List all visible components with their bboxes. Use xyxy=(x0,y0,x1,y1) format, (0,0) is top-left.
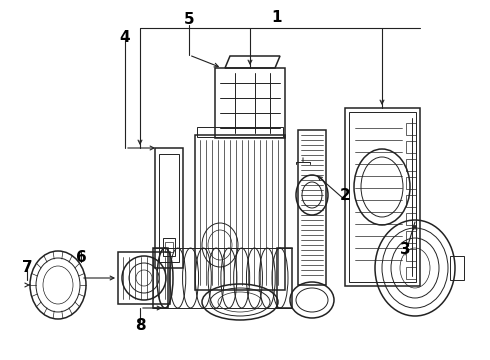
Bar xyxy=(406,141,416,153)
Bar xyxy=(159,154,179,262)
Bar xyxy=(345,108,420,286)
Bar xyxy=(406,267,416,279)
Bar xyxy=(153,248,168,308)
Bar xyxy=(155,148,183,268)
Bar xyxy=(349,112,416,282)
Text: 6: 6 xyxy=(75,251,86,266)
Bar xyxy=(406,123,416,135)
Text: 5: 5 xyxy=(184,13,195,27)
Bar xyxy=(406,249,416,261)
Text: 4: 4 xyxy=(120,31,130,45)
Bar xyxy=(165,242,173,252)
Bar xyxy=(406,159,416,171)
Bar xyxy=(450,256,464,280)
Bar xyxy=(197,127,283,137)
Bar xyxy=(163,238,175,256)
Text: 3: 3 xyxy=(400,243,410,257)
Bar xyxy=(406,195,416,207)
Text: 2: 2 xyxy=(340,188,350,202)
Text: 7: 7 xyxy=(22,260,32,274)
Text: 1: 1 xyxy=(272,10,282,26)
Text: 8: 8 xyxy=(135,318,146,333)
Bar xyxy=(215,68,285,138)
Bar xyxy=(298,130,326,285)
Bar xyxy=(406,231,416,243)
Bar xyxy=(406,213,416,225)
Bar xyxy=(277,248,292,308)
Bar xyxy=(195,135,285,290)
Bar xyxy=(118,252,170,304)
Bar xyxy=(406,177,416,189)
